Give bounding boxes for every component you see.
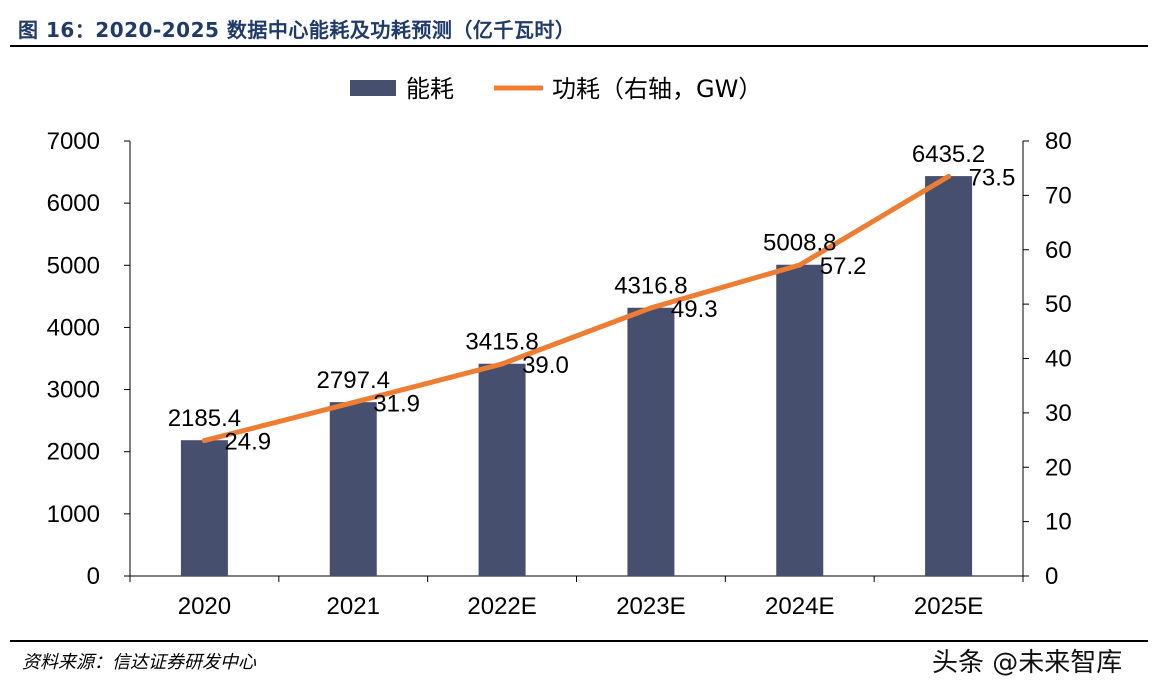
y-right-tick-label: 40 bbox=[1045, 346, 1072, 373]
chart-axes: 0 1000 2000 3000 4000 5000 6000 7000 0 10 20 30 40 50… bbox=[47, 128, 1072, 620]
bar bbox=[627, 307, 675, 576]
legend-label-power: 功耗（右轴，GW） bbox=[552, 75, 762, 103]
y-right-tick-label: 50 bbox=[1045, 291, 1072, 318]
line-point bbox=[648, 305, 654, 311]
y-left-tick-label: 3000 bbox=[47, 377, 100, 404]
bar bbox=[180, 440, 228, 576]
top-divider bbox=[10, 45, 1148, 47]
y-left-tick-label: 6000 bbox=[47, 190, 100, 217]
line-value-label: 39.0 bbox=[522, 352, 569, 379]
line-series bbox=[201, 173, 952, 444]
line-point bbox=[201, 438, 207, 444]
x-tick-label: 2020 bbox=[178, 593, 231, 620]
y-left-tick-label: 5000 bbox=[47, 252, 100, 279]
x-tick-label: 2025E bbox=[914, 593, 983, 620]
bar bbox=[925, 176, 973, 577]
line-value-label: 31.9 bbox=[373, 391, 420, 418]
legend-label-energy: 能耗 bbox=[406, 75, 454, 103]
line-point bbox=[797, 262, 803, 268]
line-value-label: 57.2 bbox=[820, 253, 867, 280]
line-value-label: 24.9 bbox=[224, 429, 271, 456]
data-labels: 2185.4 2797.4 3415.8 4316.8 5008.8 6435.2 24.9… bbox=[168, 141, 1016, 456]
x-tick-label: 2024E bbox=[765, 593, 834, 620]
y-right-tick-label: 30 bbox=[1045, 400, 1072, 427]
y-right-tick-label: 20 bbox=[1045, 454, 1072, 481]
bar-value-label: 2185.4 bbox=[168, 405, 241, 432]
bottom-divider bbox=[10, 640, 1148, 642]
y-right-tick-label: 0 bbox=[1045, 563, 1058, 590]
line-point bbox=[350, 400, 356, 406]
y-left-tick-label: 7000 bbox=[47, 128, 100, 155]
line-point bbox=[946, 173, 952, 179]
y-left-tick-label: 1000 bbox=[47, 501, 100, 528]
line-value-label: 73.5 bbox=[969, 164, 1016, 191]
watermark: 头条 @未来智库 bbox=[932, 648, 1123, 678]
figure-title: 图 16：2020-2025 数据中心能耗及功耗预测（亿千瓦时） bbox=[18, 18, 576, 42]
bar-value-label: 6435.2 bbox=[912, 141, 985, 168]
legend-swatch-energy bbox=[350, 80, 396, 96]
bar bbox=[478, 363, 526, 576]
power-line bbox=[201, 173, 952, 444]
line-value-label: 49.3 bbox=[671, 296, 718, 323]
line-point bbox=[499, 361, 505, 367]
y-left-tick-label: 4000 bbox=[47, 314, 100, 341]
bar-value-label: 3415.8 bbox=[465, 329, 538, 356]
bar bbox=[776, 264, 824, 576]
bar bbox=[329, 402, 377, 576]
source-note: 资料来源：信达证券研发中心 bbox=[22, 652, 256, 673]
y-left-tick-label: 0 bbox=[87, 563, 100, 590]
y-right-tick-label: 10 bbox=[1045, 509, 1072, 536]
y-left-tick-label: 2000 bbox=[47, 439, 100, 466]
y-right-tick-label: 60 bbox=[1045, 237, 1072, 264]
bar-value-label: 2797.4 bbox=[317, 367, 390, 394]
chart-legend: 能耗 功耗（右轴，GW） bbox=[350, 75, 762, 103]
x-tick-label: 2022E bbox=[467, 593, 536, 620]
y-right-tick-label: 80 bbox=[1045, 128, 1072, 155]
bar-value-label: 5008.8 bbox=[763, 230, 836, 257]
bar-series bbox=[180, 176, 973, 577]
x-tick-label: 2023E bbox=[616, 593, 685, 620]
x-tick-label: 2021 bbox=[327, 593, 380, 620]
bar-value-label: 4316.8 bbox=[614, 273, 687, 300]
y-right-tick-label: 70 bbox=[1045, 182, 1072, 209]
